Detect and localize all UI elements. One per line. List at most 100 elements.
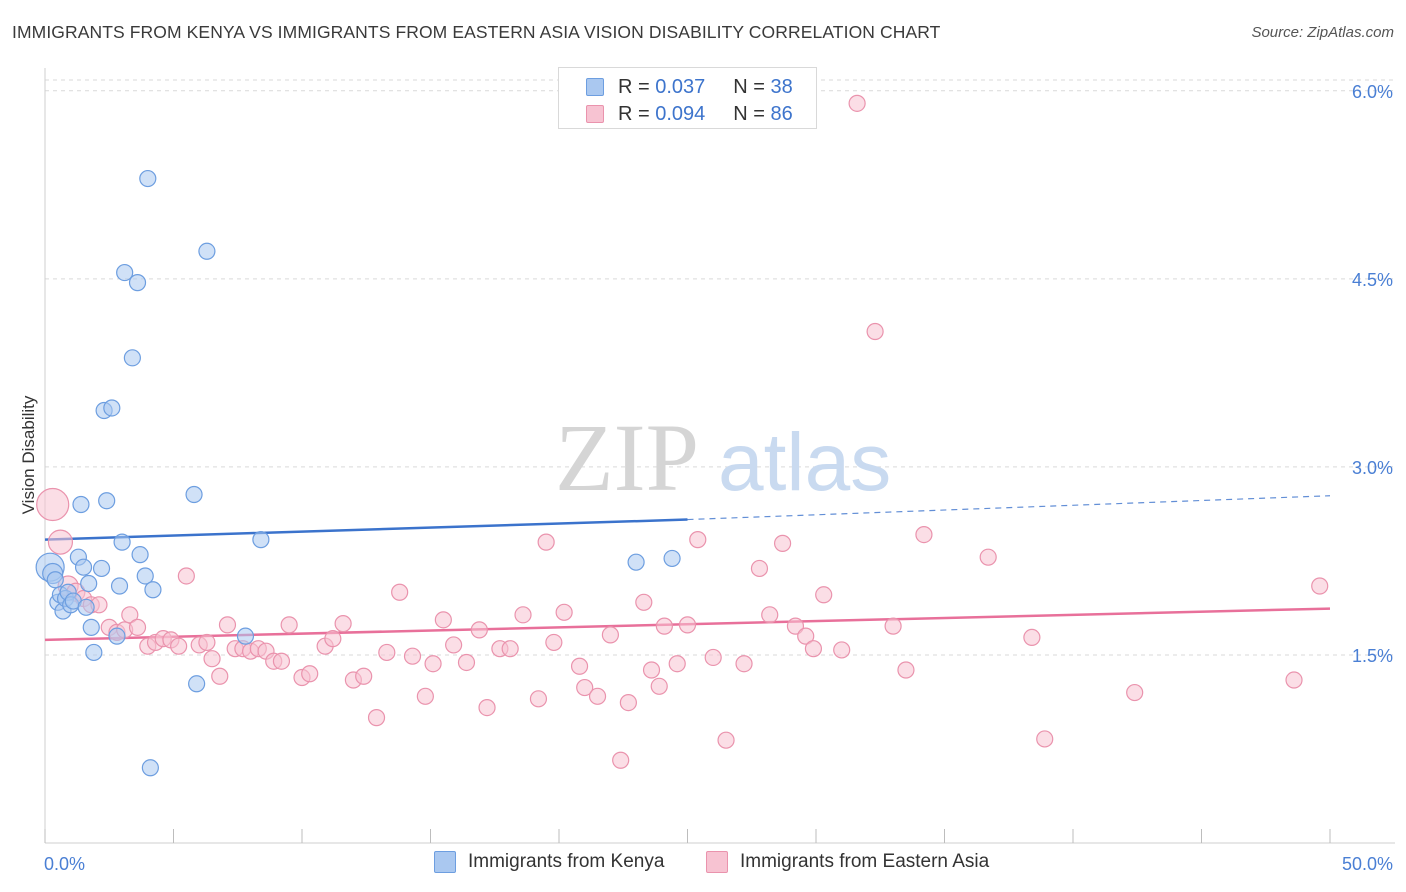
data-point-eastern-asia (47, 529, 74, 555)
y-tick-label: 3.0% (1352, 458, 1393, 478)
bottom-legend-eastern-asia: Immigrants from Eastern Asia (706, 851, 989, 873)
data-point-eastern-asia (272, 652, 291, 670)
data-point-eastern-asia (121, 606, 139, 624)
data-point-eastern-asia (280, 616, 298, 634)
data-point-eastern-asia (470, 621, 488, 639)
legend-row-eastern-asia: R = 0.094 N = 86 (586, 101, 793, 127)
data-point-eastern-asia (642, 661, 661, 679)
tick-labels: 1.5% 3.0% 4.5% 6.0% 0.0% 50.0% (44, 82, 1393, 874)
data-point-kenya (92, 559, 111, 578)
data-point-kenya (72, 495, 90, 514)
data-point-eastern-asia (478, 699, 496, 717)
data-point-eastern-asia (979, 548, 997, 566)
data-point-eastern-asia (635, 593, 653, 611)
data-point-kenya (116, 263, 134, 282)
data-point-eastern-asia (1311, 577, 1329, 595)
data-point-eastern-asia (668, 655, 686, 673)
data-point-eastern-asia (866, 322, 884, 341)
data-point-eastern-asia (367, 709, 386, 727)
data-point-eastern-asia (773, 534, 792, 552)
data-point-kenya (663, 549, 681, 568)
data-point-eastern-asia (678, 616, 697, 634)
data-point-eastern-asia (786, 617, 805, 635)
data-point-eastern-asia (588, 687, 607, 705)
legend: R = 0.037 N = 38 R = 0.094 N = 86 (558, 67, 817, 129)
data-point-eastern-asia (198, 633, 216, 652)
y-tick-label: 6.0% (1352, 82, 1393, 102)
data-point-eastern-asia (655, 617, 673, 635)
legend-swatch-eastern-asia (586, 105, 604, 123)
data-point-kenya (85, 643, 103, 662)
data-point-kenya (110, 577, 129, 595)
data-point-kenya (136, 567, 154, 585)
data-point-eastern-asia (537, 533, 555, 551)
data-point-eastern-asia (170, 637, 188, 655)
data-point-eastern-asia (735, 655, 753, 673)
data-point-eastern-asia (761, 606, 779, 624)
legend-n-value: 38 (770, 75, 793, 98)
data-point-kenya (139, 169, 157, 188)
data-point-eastern-asia (378, 643, 396, 662)
data-point-kenya (77, 598, 95, 616)
data-point-kenya (627, 553, 645, 571)
data-point-kenya (80, 574, 98, 593)
legend-n-label: N = (733, 75, 765, 98)
data-point-eastern-asia (612, 751, 630, 769)
data-point-eastern-asia (301, 665, 319, 683)
data-point-kenya (188, 675, 206, 693)
data-point-eastern-asia (833, 641, 851, 659)
gridlines (45, 79, 1395, 656)
data-point-eastern-asia (457, 653, 476, 672)
y-tick-label: 1.5% (1352, 646, 1393, 666)
data-point-eastern-asia (424, 655, 442, 673)
data-point-eastern-asia (529, 690, 548, 708)
legend-swatch-kenya (586, 78, 604, 96)
data-point-eastern-asia (804, 640, 823, 658)
data-point-kenya (128, 274, 147, 292)
bottom-legend-kenya: Immigrants from Kenya (434, 851, 664, 873)
data-point-kenya (74, 558, 93, 576)
data-point-kenya (141, 759, 159, 777)
series-kenya-points (35, 169, 681, 777)
bottom-legend-label: Immigrants from Kenya (468, 851, 665, 872)
legend-row-kenya: R = 0.037 N = 38 (586, 74, 793, 100)
data-point-eastern-asia (391, 583, 409, 601)
bottom-swatch-eastern-asia (706, 851, 728, 873)
legend-n-label: N = (733, 102, 765, 125)
legend-r-value: 0.037 (655, 75, 706, 98)
data-point-kenya (113, 533, 131, 551)
data-point-eastern-asia (1023, 628, 1041, 647)
data-point-eastern-asia (601, 626, 620, 644)
legend-r-label: R = (618, 102, 650, 125)
data-point-eastern-asia (570, 657, 589, 675)
trend-line-kenya-extension (687, 495, 1331, 521)
data-point-kenya (131, 546, 149, 564)
data-point-eastern-asia (1126, 683, 1144, 702)
data-point-eastern-asia (884, 617, 902, 635)
legend-r-label: R = (618, 75, 650, 98)
data-point-eastern-asia (36, 487, 70, 522)
legend-n-value: 86 (770, 102, 793, 125)
axes (44, 68, 1395, 844)
data-point-eastern-asia (1285, 671, 1303, 689)
data-point-eastern-asia (416, 687, 434, 705)
data-point-eastern-asia (203, 650, 221, 668)
data-point-eastern-asia (915, 525, 933, 544)
data-point-eastern-asia (848, 94, 866, 112)
data-point-eastern-asia (501, 640, 519, 658)
data-point-eastern-asia (177, 567, 195, 585)
data-point-eastern-asia (355, 667, 373, 685)
bottom-legend-label: Immigrants from Eastern Asia (740, 851, 990, 872)
data-point-kenya (185, 485, 203, 504)
data-point-eastern-asia (1036, 730, 1054, 748)
data-point-kenya (103, 399, 121, 417)
x-tick-label-min: 0.0% (44, 854, 85, 874)
data-point-eastern-asia (324, 630, 342, 648)
data-point-eastern-asia (434, 611, 452, 629)
bottom-swatch-kenya (434, 851, 456, 873)
data-point-eastern-asia (211, 667, 229, 685)
data-point-kenya (252, 531, 270, 549)
data-point-kenya (198, 242, 216, 260)
data-point-kenya (82, 618, 100, 636)
